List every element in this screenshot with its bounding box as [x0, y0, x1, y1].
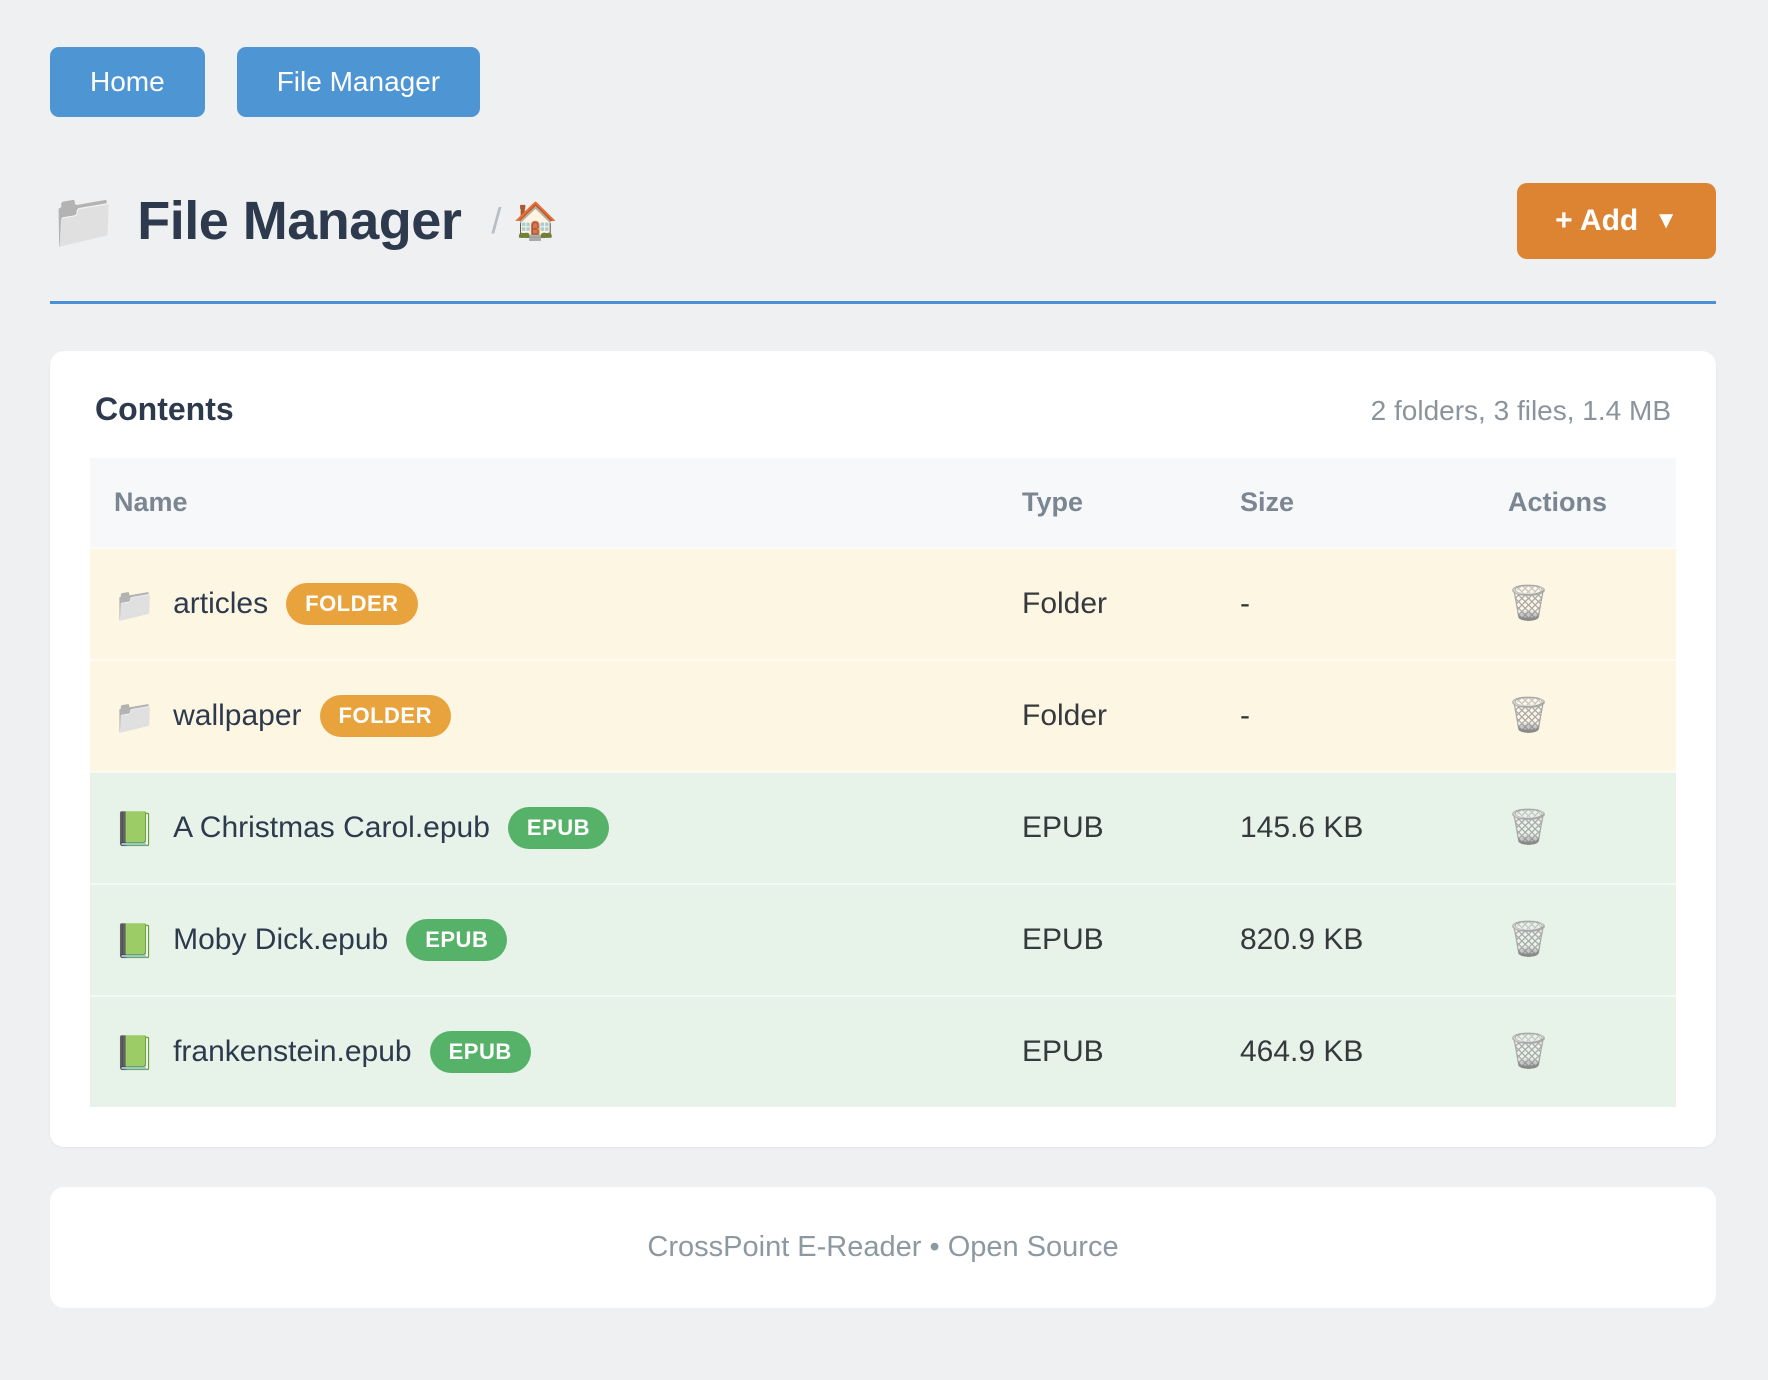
folder-icon: 📁	[114, 585, 156, 623]
file-type: Folder	[998, 547, 1216, 660]
home-icon[interactable]: 🏠	[513, 200, 559, 241]
file-size: 820.9 KB	[1216, 883, 1484, 996]
table-header-row: Name Type Size Actions	[90, 458, 1676, 548]
page-title: File Manager	[137, 191, 462, 251]
delete-button[interactable]: 🗑️	[1508, 922, 1549, 955]
book-icon: 📗	[114, 809, 156, 847]
title-group: 📁 File Manager / 🏠	[50, 190, 558, 253]
file-type: Folder	[998, 659, 1216, 772]
book-icon: 📗	[114, 921, 156, 959]
trash-icon: 🗑️	[1508, 696, 1550, 733]
type-badge: EPUB	[507, 807, 610, 849]
file-type: EPUB	[998, 771, 1216, 884]
trash-icon: 🗑️	[1508, 1032, 1550, 1069]
delete-button[interactable]: 🗑️	[1508, 1034, 1549, 1067]
file-name[interactable]: frankenstein.epub	[173, 1035, 412, 1068]
file-size: 464.9 KB	[1216, 995, 1484, 1107]
file-name[interactable]: articles	[173, 587, 269, 620]
table-row[interactable]: 📗 Moby Dick.epub EPUB EPUB 820.9 KB 🗑️	[90, 883, 1676, 996]
trash-icon: 🗑️	[1508, 808, 1550, 845]
folder-icon: 📁	[114, 697, 156, 735]
add-button[interactable]: + Add ▼	[1517, 183, 1716, 259]
table-row[interactable]: 📗 A Christmas Carol.epub EPUB EPUB 145.6…	[90, 771, 1676, 884]
breadcrumb-separator: /	[491, 200, 502, 241]
add-button-label: + Add	[1555, 204, 1639, 237]
book-icon: 📗	[114, 1033, 156, 1071]
contents-summary: 2 folders, 3 files, 1.4 MB	[1370, 395, 1671, 426]
trash-icon: 🗑️	[1508, 584, 1550, 621]
column-header-type: Type	[998, 458, 1216, 548]
file-manager-button[interactable]: File Manager	[236, 47, 481, 117]
table-row[interactable]: 📁 wallpaper FOLDER Folder - 🗑️	[90, 659, 1676, 772]
column-header-name: Name	[90, 458, 998, 548]
footer: CrossPoint E-Reader • Open Source	[50, 1187, 1716, 1308]
file-size: 145.6 KB	[1216, 771, 1484, 884]
footer-text: CrossPoint E-Reader • Open Source	[647, 1231, 1119, 1263]
file-size: -	[1216, 547, 1484, 660]
file-table: Name Type Size Actions 📁 articles FOLDER…	[90, 458, 1676, 1107]
contents-title: Contents	[95, 391, 234, 427]
file-name[interactable]: Moby Dick.epub	[173, 923, 389, 956]
column-header-actions: Actions	[1484, 458, 1676, 548]
type-badge: EPUB	[406, 919, 508, 961]
trash-icon: 🗑️	[1508, 920, 1550, 957]
page-header: 📁 File Manager / 🏠 + Add ▼	[50, 183, 1716, 304]
file-type: EPUB	[998, 883, 1216, 996]
contents-card: Contents 2 folders, 3 files, 1.4 MB Name…	[50, 351, 1716, 1147]
breadcrumb: / 🏠	[491, 200, 558, 242]
file-name[interactable]: wallpaper	[173, 699, 302, 732]
table-row[interactable]: 📗 frankenstein.epub EPUB EPUB 464.9 KB 🗑…	[90, 995, 1676, 1107]
column-header-size: Size	[1216, 458, 1484, 548]
delete-button[interactable]: 🗑️	[1508, 810, 1549, 843]
file-name[interactable]: A Christmas Carol.epub	[173, 811, 490, 844]
table-row[interactable]: 📁 articles FOLDER Folder - 🗑️	[90, 547, 1676, 660]
delete-button[interactable]: 🗑️	[1508, 698, 1549, 731]
page: Home File Manager 📁 File Manager / 🏠 + A…	[50, 47, 1716, 1308]
home-button[interactable]: Home	[50, 47, 205, 117]
file-type: EPUB	[998, 995, 1216, 1107]
chevron-down-icon: ▼	[1654, 207, 1678, 234]
type-badge: FOLDER	[286, 583, 418, 625]
folder-icon: 📁	[50, 190, 118, 251]
type-badge: EPUB	[429, 1031, 531, 1073]
contents-header: Contents 2 folders, 3 files, 1.4 MB	[90, 391, 1676, 428]
type-badge: FOLDER	[319, 695, 451, 737]
delete-button[interactable]: 🗑️	[1508, 586, 1549, 619]
top-nav: Home File Manager	[50, 47, 1716, 117]
file-size: -	[1216, 659, 1484, 772]
